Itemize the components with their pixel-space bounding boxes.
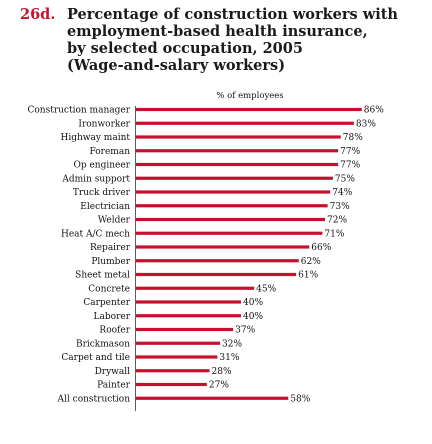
category-label: Drywall [95, 367, 131, 377]
category-label: Admin support [61, 174, 130, 184]
title-line-3: by selected occupation, 2005 [67, 40, 303, 57]
bar [136, 245, 310, 249]
category-label: Repairer [90, 243, 131, 253]
value-label: 37% [235, 326, 255, 336]
title-line-4: (Wage-and-salary workers) [67, 57, 286, 74]
value-label: 27% [209, 381, 229, 391]
bar [136, 286, 255, 290]
category-label: Heat A/C mech [61, 229, 130, 239]
category-label: Painter [97, 381, 131, 391]
bar [136, 300, 241, 304]
bar [136, 149, 339, 153]
category-label: Laborer [94, 312, 131, 322]
category-label: Plumber [91, 257, 130, 267]
title-line-2: employment-based health insurance, [67, 23, 368, 40]
figure-number: 26d. [20, 6, 56, 23]
value-label: 62% [301, 257, 321, 267]
category-label: Construction manager [28, 106, 131, 116]
bar [136, 162, 339, 167]
bars-group: Construction manager 86% Ironworker 83% High… [28, 106, 385, 405]
category-label: Brickmason [76, 339, 130, 349]
category-label: All construction [57, 394, 131, 404]
bar [136, 107, 362, 112]
bar [136, 121, 354, 125]
category-label: Truck driver [73, 188, 131, 198]
value-label: 31% [219, 353, 239, 363]
value-label: 77% [340, 161, 360, 171]
value-label: 83% [356, 119, 376, 129]
bar [136, 341, 220, 345]
category-label: Welder [98, 216, 131, 226]
title-text: Percentage of construction workers with … [67, 6, 427, 74]
value-label: 74% [332, 188, 352, 198]
category-label: Sheet metal [75, 271, 130, 281]
bar [136, 382, 207, 387]
value-label: 58% [290, 394, 310, 404]
bar [136, 190, 331, 194]
unit-label: % of employees [216, 91, 283, 101]
value-label: 86% [364, 106, 384, 116]
category-label: Carpet and tile [61, 353, 130, 363]
bar [136, 259, 299, 263]
category-label: Op engineer [73, 161, 130, 171]
bar [136, 355, 218, 359]
bar [136, 369, 210, 373]
value-label: 71% [324, 229, 344, 239]
category-label: Roofer [99, 326, 130, 336]
bar [136, 135, 341, 139]
value-label: 72% [327, 216, 347, 226]
value-label: 61% [298, 271, 318, 281]
bar [136, 396, 289, 400]
value-label: 73% [330, 202, 350, 212]
bar [136, 327, 234, 332]
value-label: 77% [340, 147, 360, 157]
value-label: 75% [335, 174, 355, 184]
value-label: 32% [222, 339, 242, 349]
bar [136, 176, 333, 180]
value-label: 40% [243, 312, 263, 322]
value-label: 40% [243, 298, 263, 308]
value-label: 28% [212, 367, 232, 377]
category-label: Foreman [90, 147, 131, 157]
bar [136, 272, 297, 277]
value-label: 45% [256, 284, 276, 294]
category-label: Highway maint [61, 133, 131, 143]
bar [136, 314, 241, 318]
category-label: Carpenter [83, 298, 130, 308]
value-label: 66% [311, 243, 331, 253]
bar [136, 204, 328, 208]
category-label: Concrete [88, 284, 130, 294]
category-label: Electrician [80, 202, 130, 212]
bar [136, 217, 325, 222]
value-label: 78% [343, 133, 363, 143]
category-label: Ironworker [78, 119, 130, 129]
title-line-1: Percentage of construction workers with [67, 6, 398, 23]
bar [136, 231, 323, 235]
